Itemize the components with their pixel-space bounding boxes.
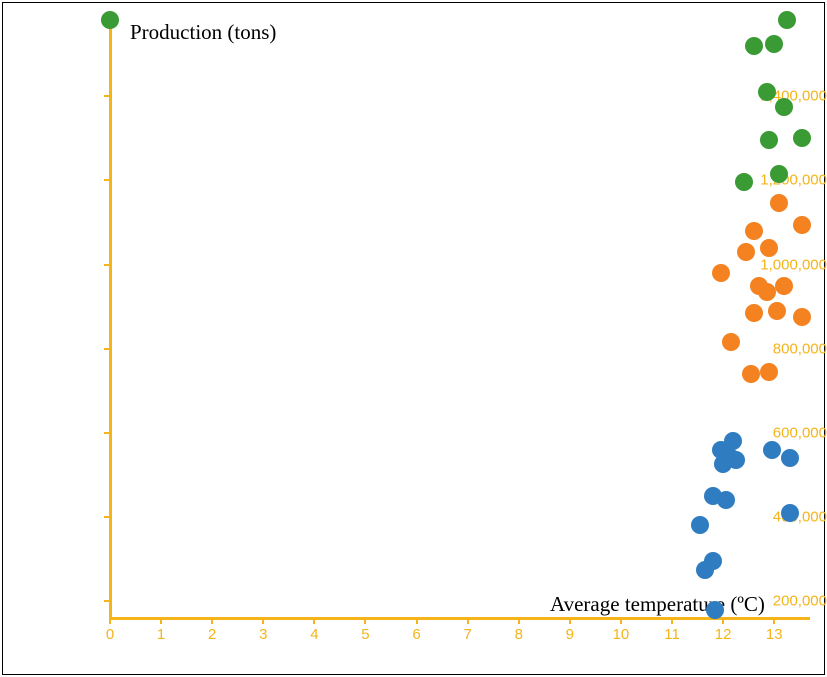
y-tick [104,432,110,434]
y-tick-label: 400,000 [729,509,827,526]
data-point [722,333,740,351]
y-tick-label: 200,000 [729,593,827,610]
x-tick-label: 12 [715,626,732,643]
data-point [742,365,760,383]
x-tick [518,618,520,624]
x-tick [109,618,111,624]
data-point [781,504,799,522]
data-point [706,601,724,619]
x-tick-label: 7 [463,626,471,643]
data-point [745,222,763,240]
x-tick [211,618,213,624]
data-point [737,243,755,261]
x-tick-label: 2 [208,626,216,643]
data-point [101,11,119,29]
data-point [745,304,763,322]
data-point [704,552,722,570]
data-point [793,308,811,326]
x-tick-label: 9 [566,626,574,643]
data-point [760,363,778,381]
x-tick [620,618,622,624]
data-point [712,264,730,282]
y-tick-label: 600,000 [729,424,827,441]
data-point [760,131,778,149]
data-point [745,37,763,55]
y-tick [104,600,110,602]
data-point [770,194,788,212]
data-point [763,441,781,459]
data-point [765,35,783,53]
data-point [704,487,722,505]
x-tick [773,618,775,624]
data-point [758,83,776,101]
y-tick [104,348,110,350]
data-point [768,302,786,320]
data-point [750,277,768,295]
x-tick-label: 1 [157,626,165,643]
data-point [691,516,709,534]
x-tick-label: 13 [766,626,783,643]
x-tick [467,618,469,624]
x-tick [313,618,315,624]
x-tick-label: 4 [310,626,318,643]
data-point [781,449,799,467]
y-tick-label: 800,000 [729,340,827,357]
x-tick-label: 11 [664,626,680,643]
y-axis-title: Production (tons) [130,20,276,45]
data-point [793,216,811,234]
x-tick-label: 6 [412,626,420,643]
y-tick [104,264,110,266]
data-point [760,239,778,257]
x-tick-label: 5 [361,626,369,643]
data-point [770,165,788,183]
x-tick-label: 8 [515,626,523,643]
x-axis [110,617,810,620]
x-tick-label: 3 [259,626,267,643]
y-tick [104,95,110,97]
data-point [793,129,811,147]
data-point [735,173,753,191]
x-tick [569,618,571,624]
data-point [775,98,793,116]
data-point [724,432,742,450]
x-tick [722,618,724,624]
data-point [775,277,793,295]
x-tick-label: 10 [613,626,630,643]
x-tick [416,618,418,624]
data-point [727,451,745,469]
x-tick-label: 0 [106,626,114,643]
data-point [778,11,796,29]
x-tick [671,618,673,624]
y-axis [109,12,112,618]
x-tick [364,618,366,624]
y-tick [104,179,110,181]
x-tick [160,618,162,624]
x-tick [262,618,264,624]
y-tick [104,516,110,518]
